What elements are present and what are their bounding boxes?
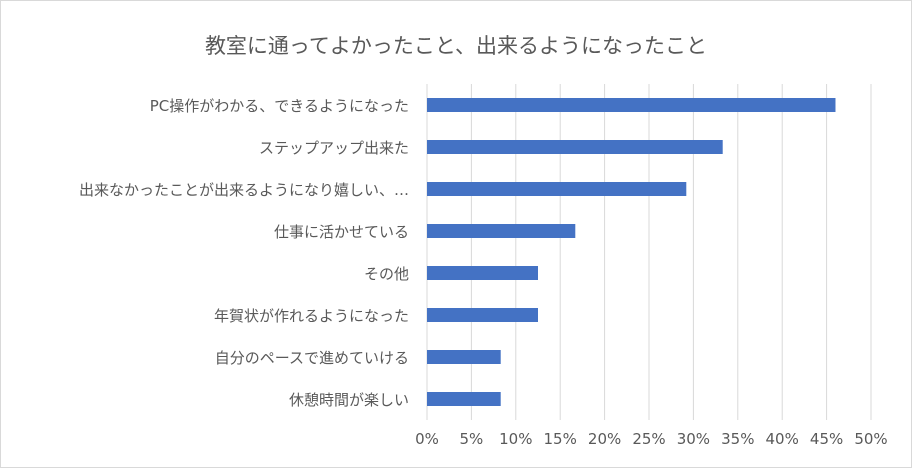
- x-tick-label: 30%: [677, 430, 710, 448]
- category-label: 自分のペースで進めていける: [215, 349, 409, 367]
- chart-title: 教室に通ってよかったこと、出来るようになったこと: [204, 34, 708, 58]
- x-tick-label: 40%: [766, 430, 799, 448]
- x-tick-label: 15%: [544, 430, 577, 448]
- bar: [427, 224, 576, 238]
- bar: [427, 140, 723, 154]
- bars: [427, 98, 836, 406]
- x-tick-label: 50%: [854, 430, 887, 448]
- category-label: PC操作がわかる、できるようになった: [150, 97, 409, 115]
- category-label: ステップアップ出来た: [259, 139, 409, 157]
- x-tick-label: 35%: [721, 430, 754, 448]
- bar: [427, 392, 501, 406]
- bar: [427, 350, 501, 364]
- x-tick-label: 45%: [810, 430, 843, 448]
- x-tick-label: 0%: [415, 430, 439, 448]
- x-tick-labels: 0% 5% 10% 15% 20% 25% 30% 35% 40% 45% 50%: [415, 430, 888, 448]
- bar: [427, 182, 687, 196]
- category-label: 年賀状が作れるようになった: [214, 307, 409, 325]
- bar: [427, 308, 538, 322]
- grid-lines: [426, 84, 872, 420]
- x-tick-label: 10%: [499, 430, 532, 448]
- x-tick-label: 5%: [460, 430, 484, 448]
- x-tick-label: 20%: [588, 430, 621, 448]
- category-label: 休憩時間が楽しい: [289, 391, 409, 409]
- category-label: 出来なかったことが出来るようになり嬉しい、…: [79, 181, 409, 199]
- x-tick-label: 25%: [632, 430, 665, 448]
- category-labels: PC操作がわかる、できるようになったステップアップ出来た出来なかったことが出来る…: [79, 97, 409, 409]
- category-label: 仕事に活かせている: [274, 223, 409, 241]
- bar: [427, 98, 836, 112]
- bar: [427, 266, 538, 280]
- category-label: その他: [364, 265, 409, 283]
